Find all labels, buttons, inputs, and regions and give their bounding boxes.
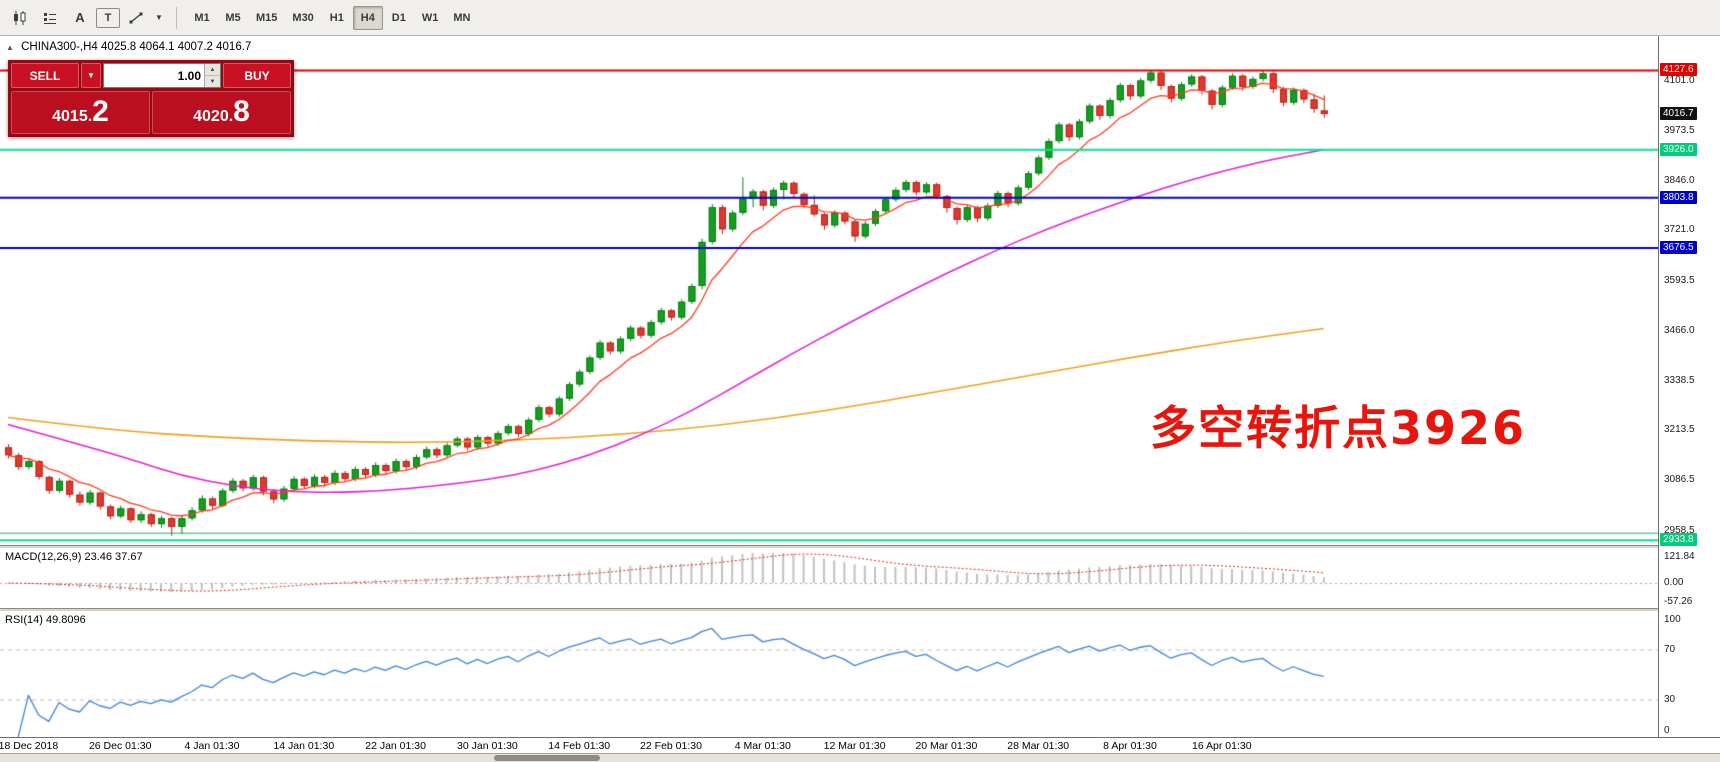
date-label: 4 Jan 01:30 [184, 740, 240, 752]
horizontal-scrollbar[interactable] [0, 753, 1720, 762]
date-label: 14 Feb 01:30 [548, 740, 611, 752]
volume-value[interactable]: 1.00 [177, 68, 201, 83]
timeframe-group: M1 M5 M15 M30 H1 H4 D1 W1 MN [187, 5, 477, 30]
timeframe-H4[interactable]: H4 [352, 5, 383, 30]
price-axis: 4101.0 3973.5 3846.0 3721.0 3593.5 3466.0 3338… [1658, 36, 1720, 737]
rsi-axis-label: 0 [1664, 725, 1670, 736]
drawing-tools-icon[interactable] [122, 5, 150, 31]
price-axis-label: 3213.5 [1664, 424, 1695, 436]
timeframe-M15[interactable]: M15 [249, 6, 284, 30]
price-level-badge: 3676.5 [1660, 240, 1697, 254]
annotation-letter-icon[interactable]: A [66, 5, 94, 31]
buy-price-button[interactable]: 4020. 8 [152, 91, 291, 134]
price-level-badge: 4127.6 [1660, 63, 1697, 77]
one-click-trading-panel: SELL ▼ 1.00 ▲ ▼ BUY 4015. 2 4020. 8 [8, 60, 294, 137]
price-level-badge: 3803.8 [1660, 190, 1697, 204]
volume-down-icon[interactable]: ▼ [205, 76, 220, 87]
candlestick-chart-icon[interactable] [6, 5, 34, 31]
date-label: 28 Mar 01:30 [1007, 740, 1070, 752]
price-axis-label: 3973.5 [1664, 125, 1695, 137]
macd-panel-splitter[interactable] [0, 545, 1720, 549]
toolbar-separator [176, 6, 177, 29]
date-label: 16 Apr 01:30 [1192, 740, 1252, 752]
time-axis: 18 Dec 2018 26 Dec 01:30 4 Jan 01:30 14 Jan… [0, 737, 1720, 753]
chart-symbol-header: ▲ CHINA300-,H4 4025.8 4064.1 4007.2 4016… [6, 41, 251, 53]
date-label: 22 Feb 01:30 [640, 740, 702, 752]
rsi-panel-splitter[interactable] [0, 608, 1720, 612]
buy-button[interactable]: BUY [223, 63, 291, 88]
volume-input[interactable]: 1.00 ▲ ▼ [103, 63, 221, 88]
rsi-indicator-label: RSI(14) 49.8096 [5, 614, 86, 626]
current-price-badge: 4016.7 [1660, 107, 1697, 121]
chart-objects-icon[interactable] [36, 5, 64, 31]
trade-options-caret-icon[interactable]: ▼ [81, 63, 101, 88]
rsi-axis-label: 30 [1664, 693, 1676, 705]
timeframe-H1[interactable]: H1 [322, 6, 352, 30]
buy-price-big: 8 [233, 95, 250, 128]
price-level-badge: 2933.8 [1660, 533, 1697, 547]
timeframe-M1[interactable]: M1 [187, 6, 217, 30]
date-label: 8 Apr 01:30 [1103, 740, 1157, 752]
date-label: 14 Jan 01:30 [273, 740, 335, 752]
rsi-axis-label: 100 [1664, 614, 1681, 625]
sell-price-big: 2 [92, 95, 109, 128]
timeframe-MN[interactable]: MN [446, 6, 477, 30]
collapse-triangle-icon: ▲ [6, 43, 14, 52]
sell-price-small: 4015. [52, 108, 93, 125]
price-chart-canvas[interactable] [0, 36, 1658, 737]
toolbar: A T ▼ M1 M5 M15 M30 H1 H4 D1 W1 MN [0, 0, 1720, 36]
date-label: 26 Dec 01:30 [88, 740, 152, 752]
timeframe-W1[interactable]: W1 [415, 6, 446, 30]
price-axis-label: 2958.5 [1664, 524, 1695, 536]
scrollbar-thumb[interactable] [494, 755, 600, 761]
price-axis-label: 3721.0 [1664, 224, 1695, 236]
ohlc-readout: 4025.8 4064.1 4007.2 4016.7 [101, 41, 252, 53]
timeframe-M30[interactable]: M30 [285, 6, 320, 30]
date-label: 20 Mar 01:30 [915, 740, 978, 752]
sell-price-button[interactable]: 4015. 2 [11, 91, 150, 134]
price-axis-label: 3593.5 [1664, 274, 1695, 286]
volume-stepper[interactable]: ▲ ▼ [204, 64, 220, 87]
date-label: 22 Jan 01:30 [365, 740, 426, 752]
buy-price-small: 4020. [193, 108, 234, 125]
date-label: 30 Jan 01:30 [457, 740, 518, 752]
price-axis-label: 3086.5 [1664, 474, 1695, 486]
date-label: 4 Mar 01:30 [734, 740, 791, 752]
macd-axis-label: 0.00 [1664, 577, 1684, 588]
price-axis-label: 4101.0 [1664, 74, 1695, 86]
rsi-axis-label: 70 [1664, 643, 1676, 655]
drawing-tools-caret-icon[interactable]: ▼ [152, 5, 166, 31]
text-label-icon[interactable]: T [96, 7, 120, 28]
timeframe-M5[interactable]: M5 [218, 6, 248, 30]
date-label: 12 Mar 01:30 [823, 740, 886, 752]
price-axis-label: 3846.0 [1664, 175, 1695, 187]
macd-axis-label: 121.84 [1664, 551, 1695, 562]
volume-up-icon[interactable]: ▲ [205, 64, 220, 76]
macd-indicator-label: MACD(12,26,9) 23.46 37.67 [5, 551, 143, 563]
price-axis-label: 3338.5 [1664, 375, 1695, 387]
chart-annotation-text: 多空转折点3926 [1150, 401, 1527, 455]
price-axis-label: 3466.0 [1664, 324, 1695, 336]
date-label: 18 Dec 2018 [0, 740, 59, 752]
macd-axis-label: -57.26 [1664, 596, 1693, 607]
price-level-badge: 3926.0 [1660, 142, 1697, 156]
timeframe-D1[interactable]: D1 [384, 6, 414, 30]
symbol-name: CHINA300-,H4 [21, 41, 98, 53]
sell-button[interactable]: SELL [11, 63, 79, 88]
